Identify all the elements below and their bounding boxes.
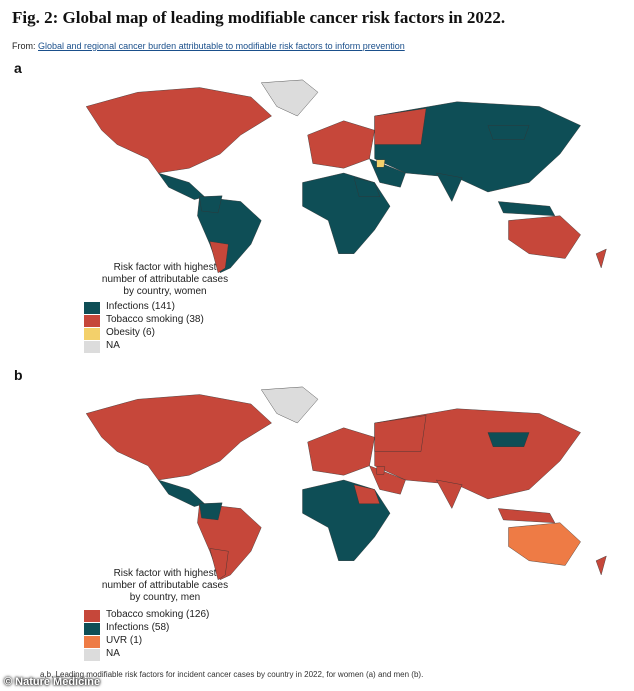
legend-title: by country, women [123,286,207,297]
legend-swatch [84,302,100,314]
region [374,415,427,452]
legend-title: number of attributable cases [101,274,229,285]
region [508,522,581,566]
watermark: © Nature Medicine [4,676,101,688]
region [508,215,581,259]
region [209,548,229,581]
region [436,479,463,509]
legend-label: Infections (141) [106,301,175,312]
world-map [85,386,607,581]
legend-swatch [84,328,100,340]
from-label: From: [12,41,36,51]
region [260,386,319,424]
legend-label: Obesity (6) [106,327,155,338]
legend-title: by country, men [129,592,201,603]
region [157,172,206,200]
region [376,466,386,475]
legend-title: Risk factor with highest [113,568,217,579]
world-map [85,79,607,274]
source: From: Global and regional cancer burden … [12,41,405,51]
region [595,248,607,269]
region [209,241,229,274]
source-link[interactable]: Global and regional cancer burden attrib… [38,41,405,51]
legend-swatch [84,649,100,661]
region [595,555,607,576]
legend-swatch [84,315,100,327]
legend-swatch [84,610,100,622]
region [199,502,223,521]
region [307,120,375,169]
legend-label: Tobacco smoking (38) [106,314,204,325]
region [353,484,381,504]
region [157,479,206,507]
title: Fig. 2: Global map of leading modifiable… [12,8,506,27]
region [497,508,556,523]
region [302,172,391,254]
legend-label: Tobacco smoking (126) [106,609,210,620]
region [260,79,319,117]
panel-label: b [14,367,23,383]
region [85,87,272,174]
region [487,125,530,140]
legend-label: NA [106,648,120,659]
legend-swatch [84,341,100,353]
region [374,108,427,145]
region [436,172,463,202]
region [374,408,581,500]
region [374,101,581,193]
region [302,479,391,561]
region [199,195,223,214]
legend-title: Risk factor with highest [113,262,217,273]
caption: a,b, Leading modifiable risk factors for… [40,670,424,679]
region [376,159,386,168]
legend-label: Infections (58) [106,622,170,633]
region [307,427,375,476]
legend-swatch [84,623,100,635]
panel-label: a [14,60,22,76]
legend-title: number of attributable cases [101,580,229,591]
legend-label: UVR (1) [106,635,143,646]
legend-label: NA [106,340,120,351]
region [85,394,272,481]
region [353,177,381,197]
region [497,201,556,216]
region [487,432,530,447]
legend-swatch [84,636,100,648]
